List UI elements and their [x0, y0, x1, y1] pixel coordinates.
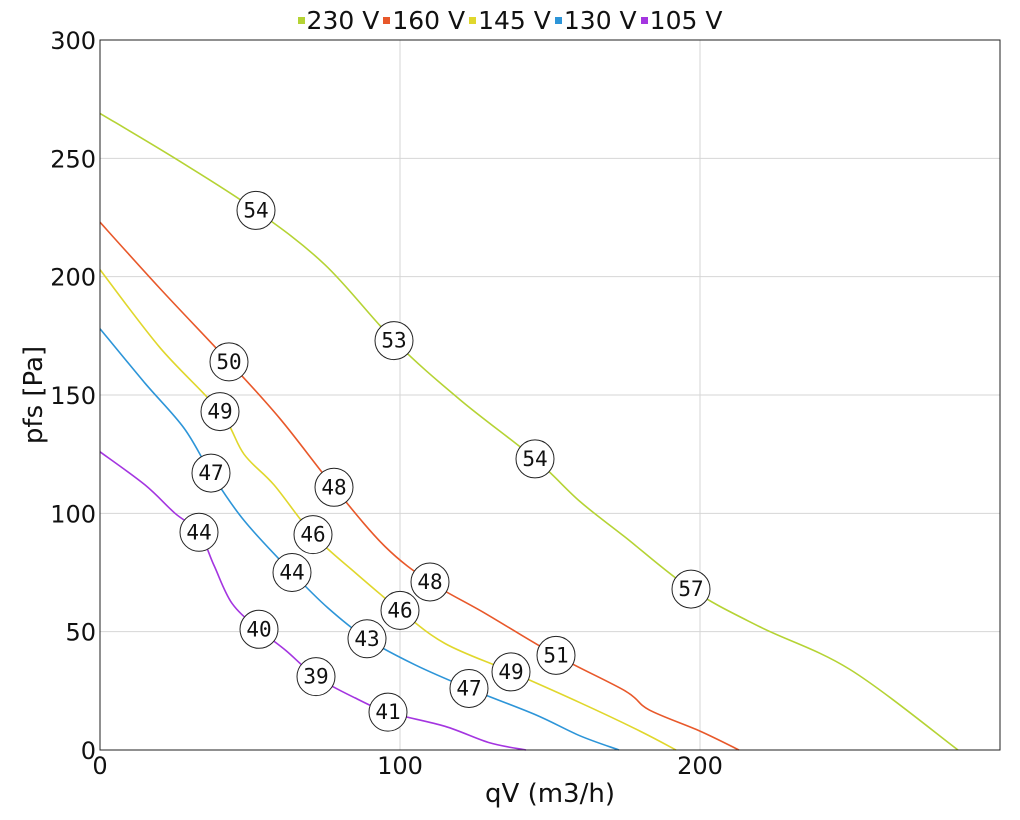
- data-label-circle: [209, 342, 249, 382]
- legend-swatch: [640, 16, 648, 24]
- data-label-130v: 47: [191, 453, 231, 493]
- data-label-105v: 40: [239, 609, 279, 649]
- legend-label: 105 V: [649, 6, 723, 35]
- data-label-160v: 48: [314, 467, 354, 507]
- legend-item-130v: 130 V: [554, 6, 637, 35]
- data-label-circle: [293, 515, 333, 555]
- data-label-value: 50: [216, 350, 241, 374]
- data-labels: 54 53 54 57 50 48 48 51 49 46 46 49 47 44 43 47 44 40 39 41: [179, 190, 711, 732]
- data-label-circle: [272, 553, 312, 592]
- data-label-130v: 43: [347, 619, 387, 659]
- data-label-circle: [380, 590, 420, 630]
- x-tick-label: 100: [377, 752, 423, 780]
- data-label-value: 46: [300, 523, 325, 547]
- data-label-circle: [671, 569, 711, 609]
- data-label-circle: [536, 635, 576, 675]
- data-label-circle: [491, 652, 531, 692]
- data-label-value: 44: [279, 561, 304, 585]
- legend-label: 130 V: [563, 6, 637, 35]
- data-label-145v: 49: [200, 392, 240, 432]
- data-label-145v: 46: [293, 515, 333, 555]
- data-label-160v: 50: [209, 342, 249, 382]
- data-label-230v: 54: [515, 439, 555, 479]
- data-label-145v: 49: [491, 652, 531, 692]
- data-label-value: 48: [321, 475, 346, 499]
- data-label-value: 44: [186, 520, 211, 544]
- legend-item-105v: 105 V: [640, 6, 723, 35]
- chart-legend: 230 V 160 V 145 V 130 V 105 V: [0, 6, 1020, 35]
- series-line-160v: [99, 221, 740, 751]
- legend-item-145v: 145 V: [469, 6, 551, 35]
- data-label-value: 54: [522, 447, 547, 471]
- data-label-value: 48: [417, 570, 442, 594]
- data-label-160v: 51: [536, 635, 576, 675]
- series-line-230v: [99, 112, 959, 751]
- data-label-circle: [191, 453, 231, 493]
- data-label-130v: 47: [449, 668, 489, 708]
- legend-item-160v: 160 V: [383, 6, 465, 35]
- data-label-105v: 44: [179, 512, 219, 552]
- data-label-145v: 46: [380, 590, 420, 630]
- y-tick-label: 0: [81, 737, 96, 765]
- legend-item-230v: 230 V: [297, 6, 380, 35]
- data-label-circle: [449, 668, 489, 708]
- tick-labels: 0 50 100 150 200 250 300 0 100 200: [50, 27, 723, 780]
- legend-swatch: [469, 16, 477, 24]
- data-label-circle: [347, 619, 387, 659]
- data-label-value: 47: [198, 461, 223, 485]
- y-tick-label: 200: [50, 264, 96, 292]
- y-axis-title: pfs [Pa]: [19, 346, 49, 444]
- data-label-value: 51: [543, 643, 568, 667]
- data-label-circle: [236, 190, 276, 230]
- data-label-value: 54: [243, 198, 268, 222]
- data-label-circle: [200, 392, 240, 432]
- data-label-circle: [179, 512, 219, 552]
- plot-frame: [99, 39, 1001, 751]
- data-label-160v: 48: [410, 562, 450, 602]
- x-tick-label: 0: [92, 752, 107, 780]
- legend-label: 230 V: [306, 6, 380, 35]
- x-axis-title: qV (m3/h): [485, 779, 615, 809]
- data-label-230v: 57: [671, 569, 711, 609]
- legend-swatch: [383, 16, 391, 24]
- data-label-value: 39: [303, 665, 328, 689]
- y-tick-label: 300: [50, 27, 96, 55]
- data-label-value: 40: [246, 617, 271, 641]
- x-tick-label: 200: [677, 752, 723, 780]
- data-label-value: 57: [678, 577, 703, 601]
- data-label-value: 49: [498, 660, 523, 684]
- legend-swatch: [554, 16, 562, 24]
- y-tick-label: 50: [65, 619, 96, 647]
- data-label-circle: [314, 467, 354, 507]
- data-label-230v: 54: [236, 190, 276, 230]
- data-label-value: 47: [456, 676, 481, 700]
- y-tick-label: 250: [50, 145, 96, 173]
- data-label-circle: [374, 321, 414, 361]
- data-label-circle: [410, 562, 450, 602]
- legend-label: 160 V: [392, 6, 466, 35]
- data-label-value: 49: [207, 400, 232, 424]
- series-lines: [99, 112, 959, 751]
- data-label-105v: 39: [296, 657, 336, 697]
- series-line-130v: [99, 328, 620, 751]
- data-label-circle: [515, 439, 555, 479]
- data-label-circle: [368, 692, 408, 732]
- legend-label: 145 V: [478, 6, 551, 35]
- data-label-230v: 53: [374, 321, 414, 361]
- data-label-circle: [239, 609, 279, 649]
- data-label-value: 53: [381, 329, 406, 353]
- data-label-value: 43: [354, 627, 379, 651]
- data-label-value: 41: [375, 700, 400, 724]
- data-label-value: 46: [387, 598, 412, 622]
- legend-swatch: [297, 16, 305, 24]
- data-label-circle: [296, 657, 336, 697]
- y-tick-label: 100: [50, 500, 96, 528]
- data-label-105v: 41: [368, 692, 408, 732]
- data-label-130v: 44: [272, 553, 312, 592]
- y-tick-label: 150: [50, 382, 96, 410]
